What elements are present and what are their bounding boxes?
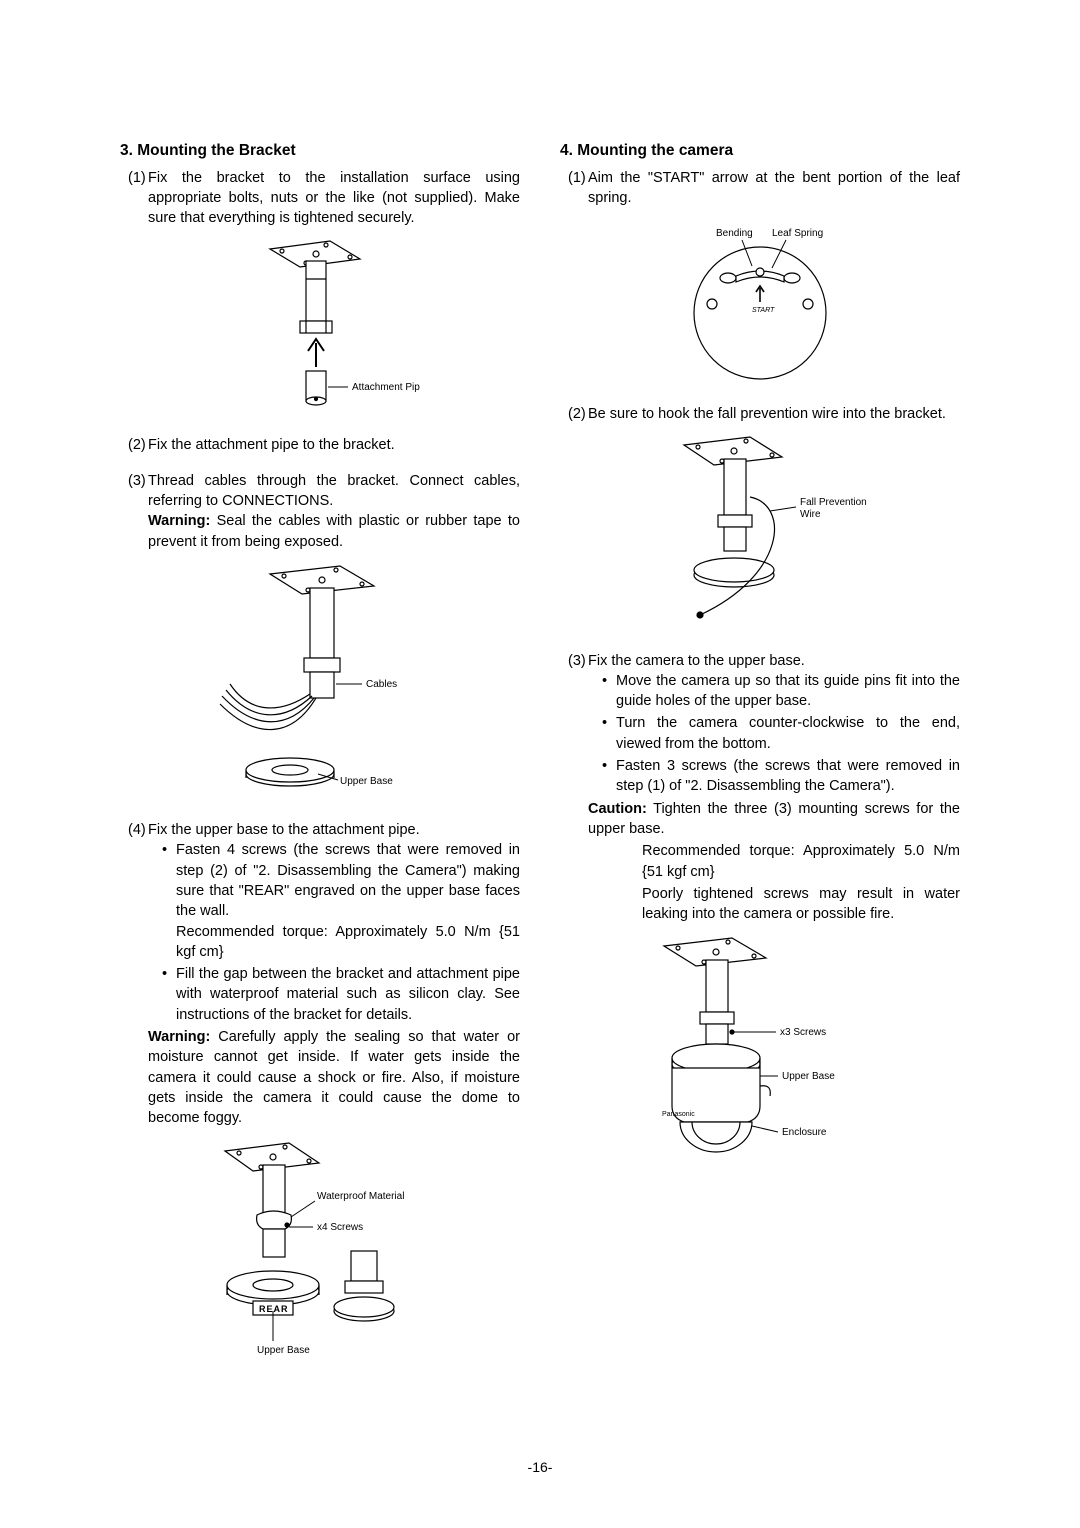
l-step2-num: (2) xyxy=(120,435,148,455)
l-s4-b2: Fill the gap between the bracket and att… xyxy=(176,964,520,1025)
r-step3-txt: Fix the camera to the upper base. xyxy=(588,653,805,669)
l-s4-b1b: Recommended torque: Approximately 5.0 N/… xyxy=(176,924,520,960)
figure-r3: Panasonic x3 Screws Upper Base Enclosure xyxy=(560,936,960,1196)
svg-text:Wire: Wire xyxy=(800,509,821,520)
l-s4-b1: Fasten 4 screws (the screws that were re… xyxy=(176,842,520,919)
r-s3-caut2: Recommended torque: Approximately 5.0 N/… xyxy=(588,841,960,882)
fig-l3-screws: x4 Screws xyxy=(317,1222,363,1233)
l-step3-num: (3) xyxy=(120,471,148,554)
l-step3-warn-label: Warning: xyxy=(148,513,210,529)
fig-r3-base: Upper Base xyxy=(782,1071,835,1082)
section-4-heading: 4. Mounting the camera xyxy=(560,140,960,162)
figure-r1: START Bending Leaf Spring xyxy=(560,218,960,388)
svg-text:Panasonic: Panasonic xyxy=(662,1111,695,1118)
fig-r1-start: START xyxy=(752,307,775,314)
l-step2: (2) Fix the attachment pipe to the brack… xyxy=(120,435,520,455)
figure-l3: REAR Waterproof Material x4 Screws Upper… xyxy=(120,1141,520,1361)
fig-r3-enc: Enclosure xyxy=(782,1127,827,1138)
figure-r2: Fall Prevention Wire xyxy=(560,435,960,635)
r-step1-num: (1) xyxy=(560,168,588,209)
fig-r1-bend: Bending xyxy=(716,228,753,239)
l-step3-txt: Thread cables through the bracket. Conne… xyxy=(148,473,520,509)
l-step1-body: Fix the bracket to the installation surf… xyxy=(148,168,520,229)
l-step3: (3) Thread cables through the bracket. C… xyxy=(120,471,520,554)
l-s4-warn-label: Warning: xyxy=(148,1029,210,1045)
r-s3-caut-label: Caution: xyxy=(588,801,647,817)
r-step1-body: Aim the "START" arrow at the bent portio… xyxy=(588,168,960,209)
r-step2-body: Be sure to hook the fall prevention wire… xyxy=(588,404,960,424)
l-step3-warn: Warning: Seal the cables with plastic or… xyxy=(148,511,520,552)
l-step4-txt: Fix the upper base to the attachment pip… xyxy=(148,822,420,838)
r-step3-num: (3) xyxy=(560,651,588,927)
fig-l3-rear: REAR xyxy=(259,1304,289,1314)
fig-r1-leaf: Leaf Spring xyxy=(772,228,823,239)
page-columns: 3. Mounting the Bracket (1) Fix the brac… xyxy=(120,140,960,1361)
section-3-heading: 3. Mounting the Bracket xyxy=(120,140,520,162)
r-s3-b1: Move the camera up so that its guide pin… xyxy=(616,671,960,712)
fig-l2-cables: Cables xyxy=(366,679,397,690)
l-step4-body: Fix the upper base to the attachment pip… xyxy=(148,820,520,1130)
l-step1: (1) Fix the bracket to the installation … xyxy=(120,168,520,229)
r-s3-caut3: Poorly tightened screws may result in wa… xyxy=(588,884,960,925)
r-step1: (1) Aim the "START" arrow at the bent po… xyxy=(560,168,960,209)
r-step2: (2) Be sure to hook the fall prevention … xyxy=(560,404,960,424)
fig-l3-wp: Waterproof Material xyxy=(317,1191,404,1202)
r-step2-num: (2) xyxy=(560,404,588,424)
page-number: -16- xyxy=(0,1458,1080,1478)
figure-l2: Cables Upper Base xyxy=(120,564,520,804)
fig-l2-base: Upper Base xyxy=(340,776,393,787)
fig-l1-label: Attachment Pipe xyxy=(352,382,420,393)
left-column: 3. Mounting the Bracket (1) Fix the brac… xyxy=(120,140,520,1361)
fig-l3-base: Upper Base xyxy=(257,1345,310,1356)
r-step3: (3) Fix the camera to the upper base. •M… xyxy=(560,651,960,927)
l-step2-body: Fix the attachment pipe to the bracket. xyxy=(148,435,520,455)
l-step3-body: Thread cables through the bracket. Conne… xyxy=(148,471,520,554)
fig-r2-label: Fall Prevention xyxy=(800,497,867,508)
l-step1-num: (1) xyxy=(120,168,148,229)
r-step3-body: Fix the camera to the upper base. •Move … xyxy=(588,651,960,927)
right-column: 4. Mounting the camera (1) Aim the "STAR… xyxy=(560,140,960,1361)
r-s3-b2: Turn the camera counter-clockwise to the… xyxy=(616,713,960,754)
r-s3-b3: Fasten 3 screws (the screws that were re… xyxy=(616,756,960,797)
l-step4-num: (4) xyxy=(120,820,148,1130)
l-step4: (4) Fix the upper base to the attachment… xyxy=(120,820,520,1130)
fig-r3-screws: x3 Screws xyxy=(780,1027,826,1038)
figure-l1: Attachment Pipe xyxy=(120,239,520,419)
